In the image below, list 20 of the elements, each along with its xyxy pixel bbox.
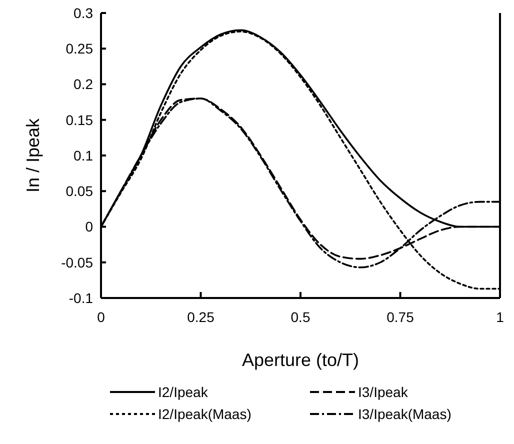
y-tick-label: -0.1 xyxy=(68,290,94,306)
x-tick-label: 0 xyxy=(97,309,106,325)
x-tick-label: 0.75 xyxy=(386,309,414,325)
x-tick-label: 1 xyxy=(496,309,504,325)
y-tick-label: 0.2 xyxy=(74,76,94,92)
legend-label: I2/Ipeak xyxy=(158,384,209,400)
legend-label: I2/Ipeak(Maas) xyxy=(158,406,252,422)
y-tick-label: 0.05 xyxy=(66,183,94,200)
y-tick-label: 0.3 xyxy=(74,4,94,21)
x-tick-label: 0.5 xyxy=(290,309,310,325)
y-axis-title: In / Ipeak xyxy=(23,117,43,193)
x-axis-title: Aperture (to/T) xyxy=(242,350,360,370)
y-tick-label: 0.1 xyxy=(74,147,94,164)
x-tick-label: 0.25 xyxy=(187,309,215,325)
y-tick-label: 0.15 xyxy=(66,112,94,128)
y-tick-label: 0 xyxy=(85,218,94,235)
y-tick-label: -0.05 xyxy=(61,254,94,270)
y-tick-label: 0.25 xyxy=(66,40,94,57)
legend-label: I3/Ipeak(Maas) xyxy=(358,406,452,422)
legend-label: I3/Ipeak xyxy=(358,384,409,400)
